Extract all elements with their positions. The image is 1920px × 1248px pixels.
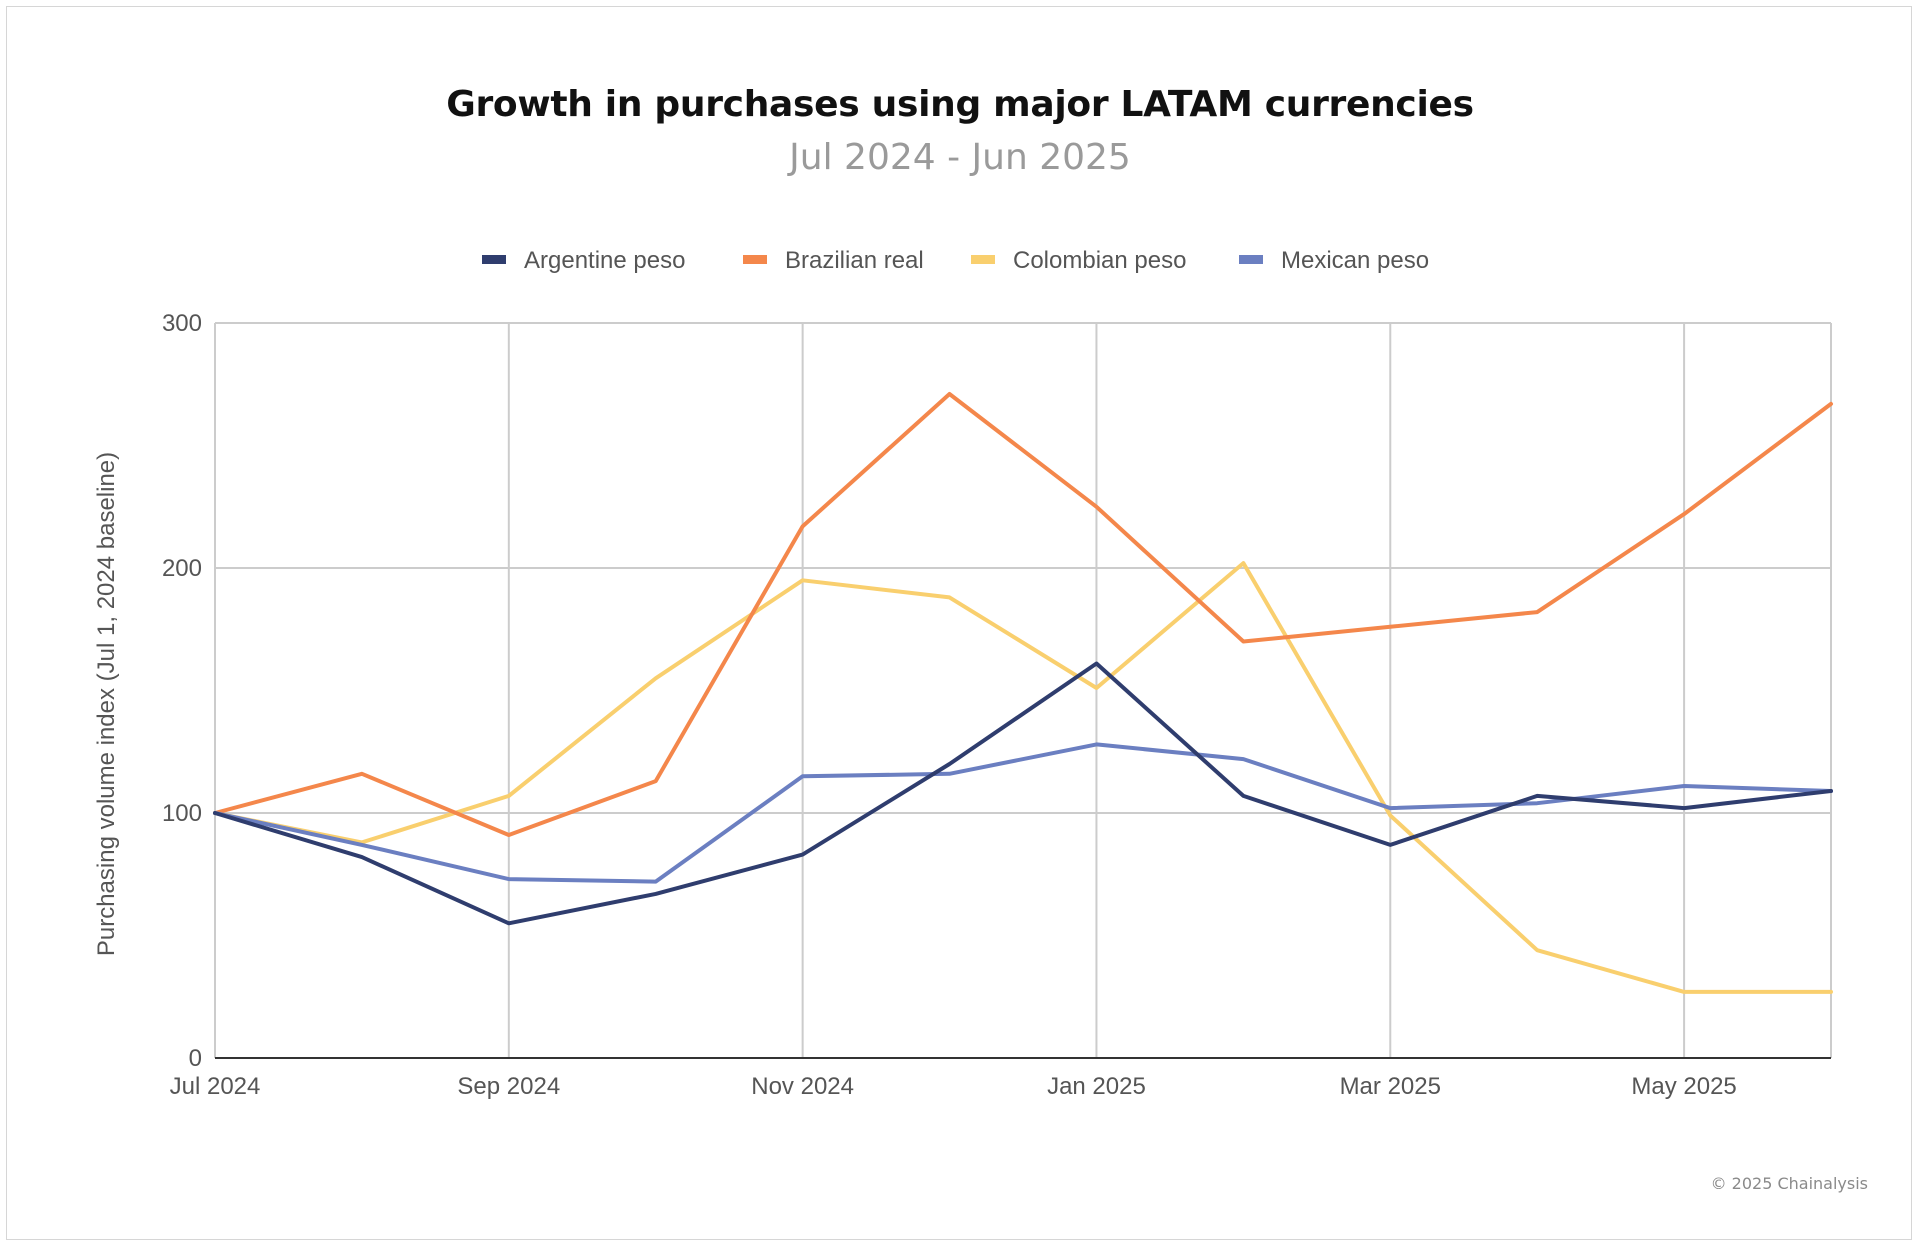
gridlines xyxy=(214,322,1832,1058)
x-tick-labels: Jul 2024 Sep 2024 Nov 2024 Jan 2025 Mar 2025… xyxy=(170,1073,1737,1100)
legend-swatch xyxy=(482,255,506,264)
chart-frame xyxy=(6,6,1912,1240)
x-tick-label: Jan 2025 xyxy=(1047,1073,1146,1100)
legend-swatch xyxy=(743,255,767,264)
y-tick-label: 300 xyxy=(162,310,202,337)
chart-subtitle: Jul 2024 - Jun 2025 xyxy=(789,137,1131,178)
x-tick-label: Jul 2024 xyxy=(170,1073,261,1100)
series-line-colombian-peso xyxy=(213,561,1833,994)
legend: Argentine peso Brazilian real Colombian pe… xyxy=(482,247,1429,274)
legend-label: Argentine peso xyxy=(524,247,685,274)
x-tick-label: Nov 2024 xyxy=(751,1073,854,1100)
series-line-brazilian-real xyxy=(213,392,1833,837)
x-tick-label: Sep 2024 xyxy=(457,1073,560,1100)
y-axis-label: Purchasing volume index (Jul 1, 2024 bas… xyxy=(93,452,120,956)
chart-title: Growth in purchases using major LATAM cu… xyxy=(446,84,1474,125)
x-tick-label: Mar 2025 xyxy=(1340,1073,1441,1100)
series-line-argentine-peso xyxy=(213,661,1833,926)
y-tick-label: 0 xyxy=(189,1045,202,1072)
legend-label: Brazilian real xyxy=(785,247,924,274)
legend-swatch xyxy=(1239,255,1263,264)
copyright-notice: © 2025 Chainalysis xyxy=(1710,1174,1868,1193)
legend-label: Mexican peso xyxy=(1281,247,1429,274)
legend-swatch xyxy=(971,255,995,264)
y-tick-label: 100 xyxy=(162,800,202,827)
y-tick-label: 200 xyxy=(162,555,202,582)
y-tick-labels: 0 100 200 300 xyxy=(162,310,202,1072)
series-line-mexican-peso xyxy=(213,742,1833,884)
x-tick-label: May 2025 xyxy=(1631,1073,1736,1100)
legend-label: Colombian peso xyxy=(1013,247,1186,274)
series-lines xyxy=(213,392,1833,994)
